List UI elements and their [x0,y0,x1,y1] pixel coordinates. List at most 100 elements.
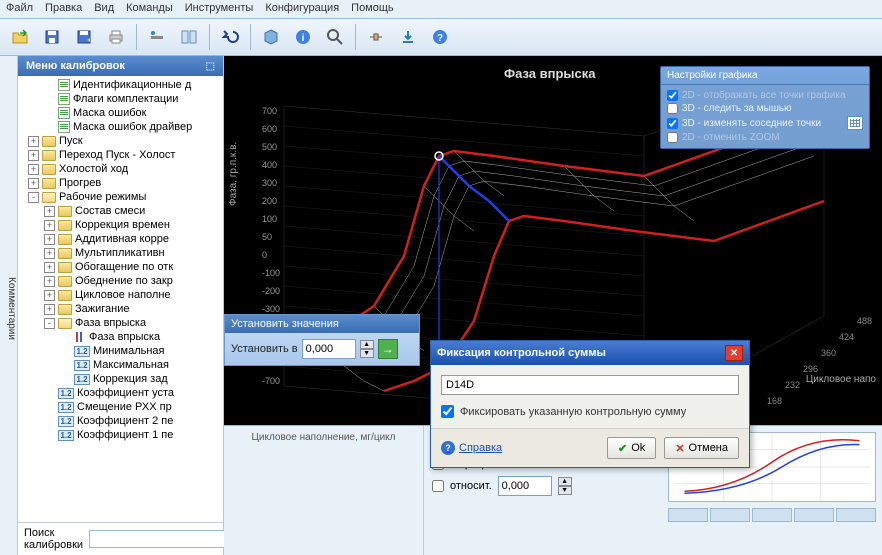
12-icon: 1.2 [58,430,74,441]
setting-checkbox[interactable] [667,118,678,129]
tree-item[interactable]: 1.2Минимальная [20,344,221,358]
tree-item[interactable]: 1.2Коэффициент 1 пе [20,428,221,442]
menu-файл[interactable]: Файл [6,2,33,16]
fix-checksum-checkbox[interactable] [441,405,454,418]
tree-item[interactable]: +Обеднение по закр [20,274,221,288]
search-label: Поиск калибровки [24,527,83,551]
phase-icon [74,331,86,343]
pin-icon[interactable]: ⬚ [206,61,215,72]
tree-item[interactable]: 1.2Коррекция зад [20,372,221,386]
z-axis-label: Цикловое напо [806,374,876,385]
tree-item[interactable]: +Прогрев [20,176,221,190]
open-button[interactable] [6,23,34,51]
folder-icon [42,136,56,147]
menu-инструменты[interactable]: Инструменты [185,2,254,16]
12-icon: 1.2 [58,388,74,399]
folder-icon [42,150,56,161]
graph-settings-panel: Настройки графика 2D - отображать все то… [660,66,870,149]
tree-item[interactable]: 1.2Коэффициент 2 пе [20,414,221,428]
help-button[interactable]: ? [426,23,454,51]
folder-icon [58,304,72,315]
tree-item[interactable]: -Фаза впрыска [20,316,221,330]
spinner[interactable]: ▲▼ [558,477,572,495]
relative-value-input[interactable] [498,476,552,496]
tree-item[interactable]: +Аддитивная корре [20,232,221,246]
undo-button[interactable] [216,23,244,51]
ok-button[interactable]: ✔Ok [607,437,656,459]
tree-item[interactable]: +Переход Пуск - Холост [20,148,221,162]
folder-icon [58,276,72,287]
menu-помощь[interactable]: Помощь [351,2,394,16]
checksum-input[interactable] [441,375,739,395]
folder-icon [58,262,72,273]
folder-icon [58,206,72,217]
svg-text:i: i [302,33,305,44]
apply-button[interactable]: → [378,339,398,359]
tree-item[interactable]: Маска ошибок [20,106,221,120]
settings-title: Настройки графика [661,67,869,85]
folder-open-icon [58,318,72,329]
save-button[interactable] [38,23,66,51]
12-icon: 1.2 [74,346,90,357]
print-button[interactable] [102,23,130,51]
set-value-input[interactable] [302,339,356,359]
tree-item[interactable]: 1.2Максимальная [20,358,221,372]
tree-item[interactable]: -Рабочие режимы [20,190,221,204]
tree-item[interactable]: +Цикловое наполне [20,288,221,302]
svg-text:?: ? [437,33,443,44]
toolbar: i ? [0,18,882,56]
folder-icon [58,248,72,259]
tree-item[interactable]: +Обогащение по отк [20,260,221,274]
save-as-button[interactable] [70,23,98,51]
cal-icon [58,79,70,91]
search-input[interactable] [89,530,239,548]
checksum-dialog: Фиксация контрольной суммы ✕ Фиксировать… [430,340,750,468]
menu-вид[interactable]: Вид [94,2,114,16]
folder-icon [42,164,56,175]
menu-конфигурация[interactable]: Конфигурация [265,2,339,16]
12-icon: 1.2 [58,402,74,413]
help-link[interactable]: ?Справка [441,441,502,455]
tree-item[interactable]: 1.2Смещение РХХ пр [20,400,221,414]
connect-button[interactable] [362,23,390,51]
tree-item[interactable]: 1.2Коэффициент уста [20,386,221,400]
tool-2-button[interactable] [175,23,203,51]
relative-checkbox[interactable] [432,480,444,492]
folder-icon [58,290,72,301]
y-axis-label: Фаза, гр.п.к.в. [228,142,239,206]
tree-item[interactable]: +Холостой ход [20,162,221,176]
tree-item[interactable]: +Зажигание [20,302,221,316]
side-tab-comments[interactable]: Комментарии [0,56,18,555]
setting-checkbox[interactable] [667,90,678,101]
tree-item[interactable]: Фаза впрыска [20,330,221,344]
tree-item[interactable]: Идентификационные д [20,78,221,92]
view-3d-button[interactable] [257,23,285,51]
download-button[interactable] [394,23,422,51]
folder-open-icon [42,192,56,203]
setting-checkbox[interactable] [667,103,678,114]
tree-header: Меню калибровок ⬚ [18,56,223,76]
menu-команды[interactable]: Команды [126,2,173,16]
zoom-button[interactable] [321,23,349,51]
tree-item[interactable]: Флаги комплектации [20,92,221,106]
tree-item[interactable]: +Коррекция времен [20,218,221,232]
tree-item[interactable]: +Состав смеси [20,204,221,218]
setting-checkbox[interactable] [667,132,678,143]
tree-item[interactable]: +Мультипликативн [20,246,221,260]
grid-icon[interactable] [847,116,863,130]
info-button[interactable]: i [289,23,317,51]
help-icon: ? [441,441,455,455]
graph-3d[interactable]: Фаза впрыска Фаза, гр.п.к.в. 70060050040… [224,56,882,555]
folder-icon [58,234,72,245]
tree-item[interactable]: +Пуск [20,134,221,148]
tool-1-button[interactable] [143,23,171,51]
folder-icon [58,220,72,231]
cancel-button[interactable]: ✕Отмена [664,437,739,459]
folder-icon [42,178,56,189]
close-button[interactable]: ✕ [725,345,743,361]
tree-item[interactable]: Маска ошибок драйвер [20,120,221,134]
calibration-tree[interactable]: Идентификационные дФлаги комплектацииМас… [18,76,223,522]
spinner[interactable]: ▲▼ [360,340,374,358]
cal-icon [58,107,70,119]
menu-правка[interactable]: Правка [45,2,82,16]
